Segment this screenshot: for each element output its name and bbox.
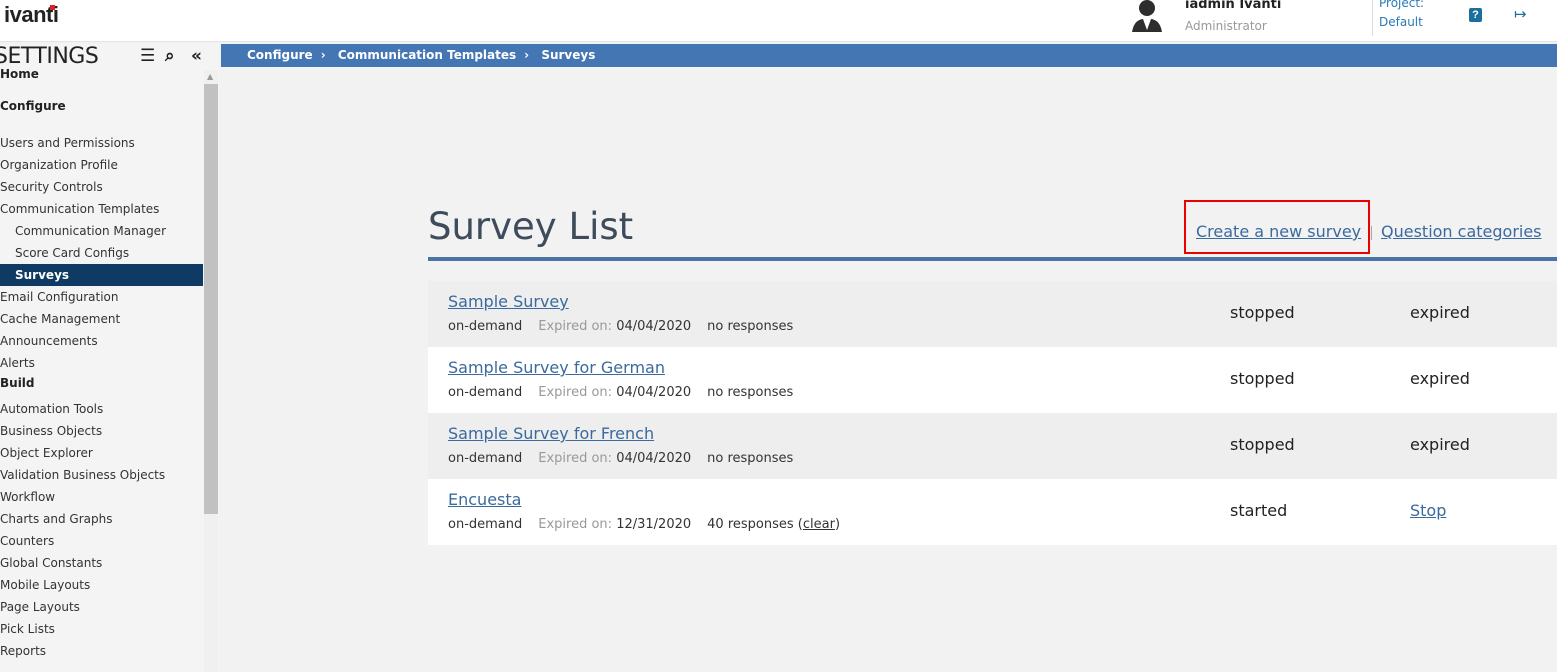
survey-row: Sample Survey for German on-demand Expire… xyxy=(428,347,1557,413)
responses: no responses xyxy=(707,451,794,466)
survey-row: Sample Survey on-demand Expired on: 04/04… xyxy=(428,281,1557,347)
settings-sidebar: SETTINGS ☰ ⌕ « Home Configure Users and Pe… xyxy=(0,44,219,672)
sign-out-icon[interactable]: ↦ xyxy=(1514,5,1527,23)
question-icon[interactable]: ? xyxy=(1469,8,1482,22)
survey-meta: on-demand Expired on: 04/04/2020 no respon… xyxy=(448,319,793,334)
sidebar-item-cache-management[interactable]: Cache Management xyxy=(0,312,121,326)
sidebar-item-communication-templates[interactable]: Communication Templates xyxy=(0,202,160,216)
sidebar-item-global-constants[interactable]: Global Constants xyxy=(0,556,103,570)
highlight-box xyxy=(1184,200,1370,254)
breadcrumb-communication-templates[interactable]: Communication Templates xyxy=(337,48,517,62)
scrollbar-thumb[interactable] xyxy=(204,84,218,514)
create-new-survey-link[interactable]: Create a new survey xyxy=(1196,222,1362,241)
sidebar-item-charts-and-graphs[interactable]: Charts and Graphs xyxy=(0,512,113,526)
divider xyxy=(1371,226,1372,240)
sidebar-item-communication-manager[interactable]: Communication Manager xyxy=(15,224,166,238)
sidebar-item-workflow[interactable]: Workflow xyxy=(0,490,56,504)
top-header: ivanti iadmin Ivanti Administrator Proje… xyxy=(0,0,1557,42)
user-name[interactable]: iadmin Ivanti xyxy=(1185,0,1282,12)
divider xyxy=(1372,0,1373,36)
sidebar-item-object-explorer[interactable]: Object Explorer xyxy=(0,446,93,460)
survey-status: stopped xyxy=(1230,369,1295,388)
survey-state: expired xyxy=(1410,435,1470,454)
project-value[interactable]: Default xyxy=(1379,15,1423,29)
responses: 40 responses xyxy=(707,517,794,532)
list-filter-icon[interactable]: ☰ xyxy=(140,46,156,66)
survey-status: started xyxy=(1230,501,1288,520)
collapse-icon[interactable]: « xyxy=(191,46,202,66)
sidebar-item-build[interactable]: Build xyxy=(0,376,35,390)
sidebar-item-email-configuration[interactable]: Email Configuration xyxy=(0,290,119,304)
sidebar-item-business-objects[interactable]: Business Objects xyxy=(0,424,103,438)
expired-label: Expired on: xyxy=(538,451,613,466)
survey-row: Sample Survey for French on-demand Expire… xyxy=(428,413,1557,479)
stop-survey-link[interactable]: Stop xyxy=(1410,501,1447,520)
sidebar-item-users-and-permissions[interactable]: Users and Permissions xyxy=(0,136,135,150)
ivanti-logo[interactable]: ivanti xyxy=(4,2,59,27)
survey-name-link[interactable]: Sample Survey for German xyxy=(448,358,665,377)
sidebar-item-reports[interactable]: Reports xyxy=(0,644,47,658)
user-avatar-icon[interactable] xyxy=(1130,0,1164,32)
survey-name-link[interactable]: Sample Survey xyxy=(448,292,569,311)
survey-status: stopped xyxy=(1230,435,1295,454)
sidebar-item-score-card-configs[interactable]: Score Card Configs xyxy=(15,246,130,260)
search-icon[interactable]: ⌕ xyxy=(165,46,175,66)
survey-name-link[interactable]: Sample Survey for French xyxy=(448,424,655,443)
sidebar-item-page-layouts[interactable]: Page Layouts xyxy=(0,600,80,614)
survey-status: stopped xyxy=(1230,303,1295,322)
sidebar-item-validation-business-objects[interactable]: Validation Business Objects xyxy=(0,468,166,482)
question-categories-link[interactable]: Question categories xyxy=(1381,222,1542,241)
sidebar-item-alerts[interactable]: Alerts xyxy=(0,356,35,370)
sidebar-item-counters[interactable]: Counters xyxy=(0,534,55,548)
breadcrumb-configure[interactable]: Configure xyxy=(247,48,313,62)
chevron-right-icon: › xyxy=(320,48,326,62)
breadcrumb: Configure › Communication Templates › Surv… xyxy=(221,44,1557,67)
sidebar-item-automation-tools[interactable]: Automation Tools xyxy=(0,402,104,416)
survey-type: on-demand xyxy=(448,451,523,466)
title-underline xyxy=(428,257,1557,261)
survey-meta: on-demand Expired on: 04/04/2020 no respon… xyxy=(448,385,793,400)
survey-type: on-demand xyxy=(448,385,523,400)
breadcrumb-surveys: Surveys xyxy=(541,48,596,62)
survey-type: on-demand xyxy=(448,319,523,334)
survey-state: expired xyxy=(1410,303,1470,322)
scroll-up-icon[interactable]: ▲ xyxy=(207,72,214,81)
page-title: Survey List xyxy=(428,205,634,248)
survey-state: expired xyxy=(1410,369,1470,388)
expired-date: 04/04/2020 xyxy=(616,385,692,400)
survey-row: Encuesta on-demand Expired on: 12/31/2020… xyxy=(428,479,1557,545)
expired-date: 04/04/2020 xyxy=(616,451,692,466)
responses: no responses xyxy=(707,385,794,400)
sidebar-item-surveys[interactable]: Surveys xyxy=(0,264,203,286)
survey-type: on-demand xyxy=(448,517,523,532)
sidebar-item-configure[interactable]: Configure xyxy=(0,99,66,113)
sidebar-item-pick-lists[interactable]: Pick Lists xyxy=(0,622,55,636)
expired-label: Expired on: xyxy=(538,385,613,400)
sidebar-item-home[interactable]: Home xyxy=(0,67,39,81)
user-role: Administrator xyxy=(1185,19,1267,33)
sidebar-item-announcements[interactable]: Announcements xyxy=(0,334,98,348)
survey-meta: on-demand Expired on: 12/31/2020 40 respon… xyxy=(448,517,841,532)
expired-date: 12/31/2020 xyxy=(616,517,692,532)
sidebar-item-organization-profile[interactable]: Organization Profile xyxy=(0,158,118,172)
survey-meta: on-demand Expired on: 04/04/2020 no respon… xyxy=(448,451,793,466)
expired-date: 04/04/2020 xyxy=(616,319,692,334)
chevron-right-icon: › xyxy=(524,48,530,62)
project-label: Project: xyxy=(1379,0,1425,10)
sidebar-item-mobile-layouts[interactable]: Mobile Layouts xyxy=(0,578,91,592)
expired-label: Expired on: xyxy=(538,319,613,334)
sidebar-item-security-controls[interactable]: Security Controls xyxy=(0,180,103,194)
sidebar-title: SETTINGS xyxy=(0,44,99,69)
survey-name-link[interactable]: Encuesta xyxy=(448,490,522,509)
expired-label: Expired on: xyxy=(538,517,613,532)
responses: no responses xyxy=(707,319,794,334)
clear-responses-link[interactable]: clear xyxy=(802,517,835,532)
